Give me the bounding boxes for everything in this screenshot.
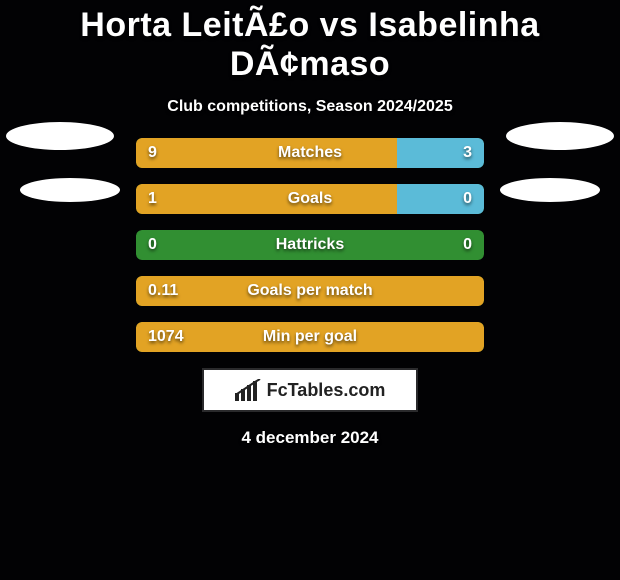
metric-row: 00Hattricks: [136, 230, 484, 260]
metric-label: Goals per match: [136, 276, 484, 306]
page-subtitle: Club competitions, Season 2024/2025: [0, 98, 620, 116]
comparison-date: 4 december 2024: [0, 428, 620, 448]
player-right-badge: [500, 178, 600, 202]
metric-row: 10Goals: [136, 184, 484, 214]
player-right-badge: [506, 122, 614, 150]
metric-row: 1074Min per goal: [136, 322, 484, 352]
page-title: Horta LeitÃ£o vs Isabelinha DÃ¢maso: [0, 0, 620, 84]
comparison-chart: 93Matches 10Goals 00Hattricks 0.11Goals per…: [136, 138, 484, 352]
fctables-logo-icon: [235, 379, 261, 401]
metric-label: Goals: [136, 184, 484, 214]
player-left-badge: [6, 122, 114, 150]
metric-label: Matches: [136, 138, 484, 168]
branding-box: FcTables.com: [202, 368, 418, 412]
branding-text: FcTables.com: [267, 380, 386, 401]
metric-row: 93Matches: [136, 138, 484, 168]
metric-row: 0.11Goals per match: [136, 276, 484, 306]
metric-label: Hattricks: [136, 230, 484, 260]
player-left-badge: [20, 178, 120, 202]
metric-label: Min per goal: [136, 322, 484, 352]
